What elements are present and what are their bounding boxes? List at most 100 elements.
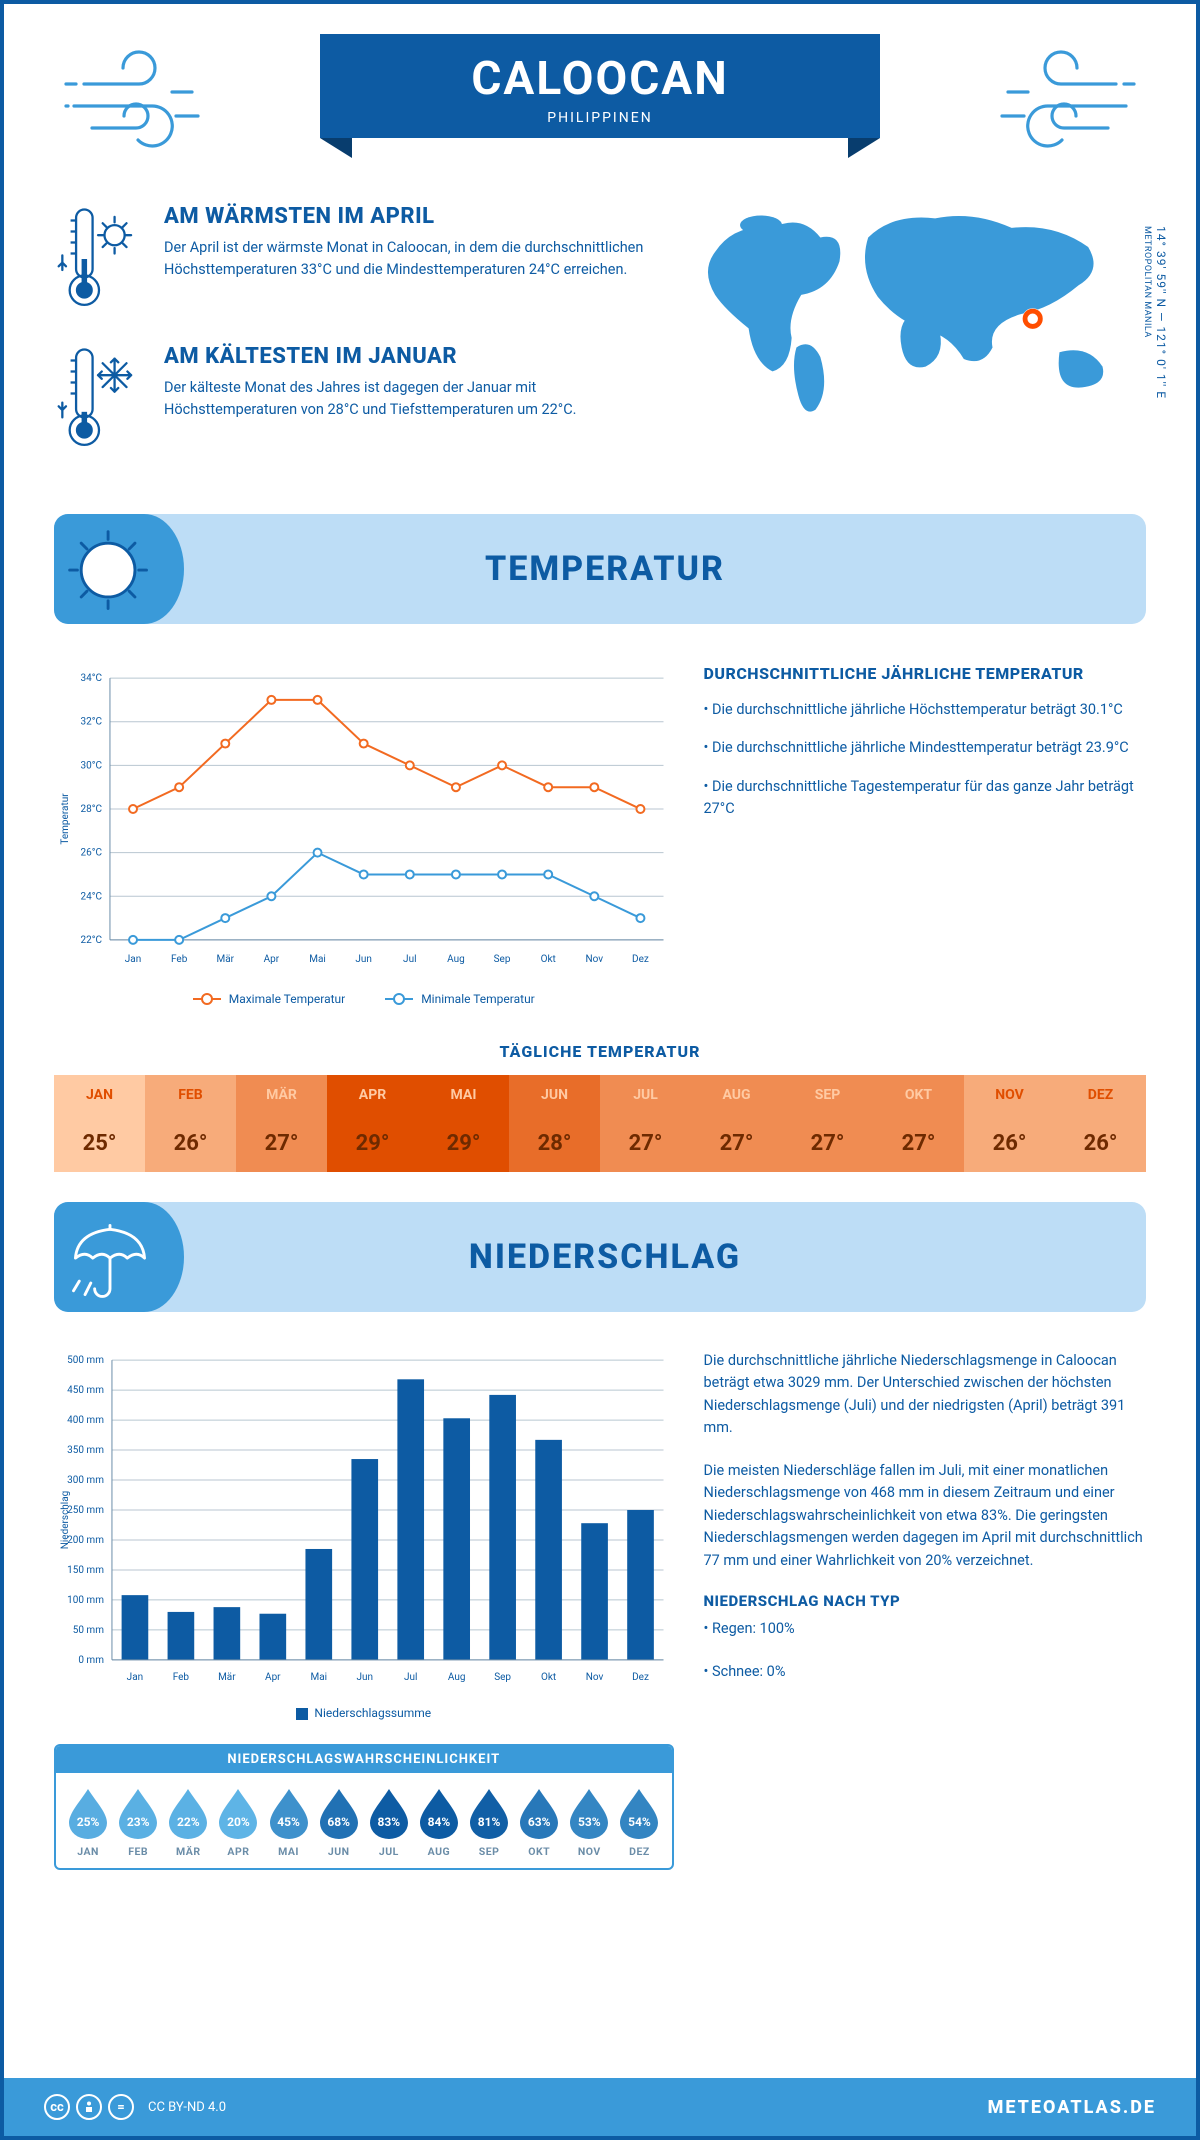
svg-text:Apr: Apr <box>265 1672 281 1683</box>
svg-text:30°C: 30°C <box>81 760 103 771</box>
svg-text:Dez: Dez <box>632 954 649 965</box>
daily-temp-cell: 25° <box>54 1115 145 1172</box>
precipitation-bar-chart: 0 mm50 mm100 mm150 mm200 mm250 mm300 mm3… <box>54 1350 674 1690</box>
precip-prob-drop: 53%NOV <box>565 1787 613 1858</box>
wind-icon <box>64 44 204 154</box>
svg-text:Jun: Jun <box>356 1672 373 1683</box>
svg-text:300 mm: 300 mm <box>67 1475 104 1486</box>
temp-bullet-1: • Die durchschnittliche jährliche Mindes… <box>704 737 1147 759</box>
brand-logo: METEOATLAS.DE <box>988 2097 1156 2118</box>
daily-month-header: MAI <box>418 1075 509 1115</box>
svg-text:Mai: Mai <box>310 1672 327 1683</box>
fact-warm-text: Der April ist der wärmste Monat in Caloo… <box>164 237 646 281</box>
precip-type-heading: NIEDERSCHLAG NACH TYP <box>704 1592 1147 1610</box>
fact-cold-title: AM KÄLTESTEN IM JANUAR <box>164 344 646 369</box>
svg-text:Mär: Mär <box>218 1672 236 1683</box>
fact-warmest: AM WÄRMSTEN IM APRIL Der April ist der w… <box>54 204 646 314</box>
sun-icon <box>62 524 158 620</box>
precip-prob-drop: 68%JUN <box>315 1787 363 1858</box>
thermometer-snow-icon <box>54 344 144 454</box>
world-map <box>686 204 1146 424</box>
section-precip-header: NIEDERSCHLAG <box>54 1202 1146 1312</box>
precip-type-0: • Regen: 100% <box>704 1618 1147 1640</box>
umbrella-icon <box>62 1212 158 1308</box>
svg-text:400 mm: 400 mm <box>67 1415 104 1426</box>
svg-text:250 mm: 250 mm <box>67 1505 104 1516</box>
precip-prob-drop: 63%OKT <box>515 1787 563 1858</box>
svg-text:Sep: Sep <box>494 954 511 965</box>
daily-month-header: APR <box>327 1075 418 1115</box>
daily-temp-cell: 28° <box>509 1115 600 1172</box>
fact-warm-title: AM WÄRMSTEN IM APRIL <box>164 204 646 229</box>
svg-text:350 mm: 350 mm <box>67 1445 104 1456</box>
coordinates: 14° 39' 59'' N — 121° 0' 1'' E METROPOLI… <box>1140 226 1168 399</box>
daily-temp-table: JANFEBMÄRAPRMAIJUNJULAUGSEPOKTNOVDEZ25°2… <box>54 1075 1146 1172</box>
precip-prob-drop: 83%JUL <box>365 1787 413 1858</box>
svg-text:28°C: 28°C <box>81 804 103 815</box>
country-name: PHILIPPINEN <box>440 110 760 126</box>
city-name: CALOOCAN <box>440 52 760 106</box>
svg-text:150 mm: 150 mm <box>67 1565 104 1576</box>
svg-text:26°C: 26°C <box>81 848 103 859</box>
svg-text:Aug: Aug <box>448 1672 466 1683</box>
svg-text:Nov: Nov <box>586 954 604 965</box>
daily-temp-cell: 26° <box>145 1115 236 1172</box>
daily-temp-cell: 29° <box>418 1115 509 1172</box>
daily-month-header: MÄR <box>236 1075 327 1115</box>
temp-text-heading: DURCHSCHNITTLICHE JÄHRLICHE TEMPERATUR <box>704 664 1147 683</box>
svg-text:500 mm: 500 mm <box>67 1355 104 1366</box>
license-icons: cc = <box>44 2094 134 2120</box>
svg-text:Jun: Jun <box>355 954 372 965</box>
svg-text:34°C: 34°C <box>81 673 103 684</box>
license-text: CC BY-ND 4.0 <box>148 2100 226 2115</box>
daily-temp-cell: 27° <box>691 1115 782 1172</box>
precip-prob-drop: 25%JAN <box>64 1787 112 1858</box>
wind-icon <box>996 44 1136 154</box>
precip-legend: Niederschlagssumme <box>54 1706 674 1720</box>
svg-text:Niederschlag: Niederschlag <box>60 1491 71 1550</box>
svg-text:32°C: 32°C <box>81 717 103 728</box>
nd-icon: = <box>108 2094 134 2120</box>
page-footer: cc = CC BY-ND 4.0 METEOATLAS.DE <box>4 2078 1196 2136</box>
svg-text:Jul: Jul <box>403 954 416 965</box>
precip-para-1: Die durchschnittliche jährliche Niedersc… <box>704 1350 1147 1440</box>
svg-text:22°C: 22°C <box>81 935 103 946</box>
svg-text:Mär: Mär <box>217 954 235 965</box>
precip-prob-drop: 45%MAI <box>265 1787 313 1858</box>
temp-legend: Maximale Temperatur Minimale Temperatur <box>54 992 674 1006</box>
precip-prob-drop: 22%MÄR <box>164 1787 212 1858</box>
precip-prob-drop: 20%APR <box>214 1787 262 1858</box>
svg-text:Apr: Apr <box>264 954 280 965</box>
svg-text:24°C: 24°C <box>81 891 103 902</box>
svg-text:0 mm: 0 mm <box>78 1655 104 1666</box>
precip-prob-drop: 84%AUG <box>415 1787 463 1858</box>
daily-temp-cell: 27° <box>600 1115 691 1172</box>
by-icon <box>76 2094 102 2120</box>
fact-cold-text: Der kälteste Monat des Jahres ist dagege… <box>164 377 646 421</box>
svg-text:Feb: Feb <box>171 954 188 965</box>
svg-text:100 mm: 100 mm <box>67 1595 104 1606</box>
svg-text:Feb: Feb <box>173 1672 190 1683</box>
daily-month-header: NOV <box>964 1075 1055 1115</box>
daily-temp-cell: 27° <box>236 1115 327 1172</box>
svg-text:Temperatur: Temperatur <box>60 793 71 845</box>
temperature-line-chart: 22°C24°C26°C28°C30°C32°C34°CTemperaturJa… <box>54 664 674 974</box>
daily-month-header: DEZ <box>1055 1075 1146 1115</box>
svg-text:450 mm: 450 mm <box>67 1385 104 1396</box>
svg-text:Mai: Mai <box>309 954 326 965</box>
daily-month-header: JUL <box>600 1075 691 1115</box>
precip-prob-drop: 81%SEP <box>465 1787 513 1858</box>
temp-bullet-2: • Die durchschnittliche Tagestemperatur … <box>704 776 1147 821</box>
svg-text:Okt: Okt <box>541 954 556 965</box>
svg-text:Dez: Dez <box>632 1672 649 1683</box>
temp-bullet-0: • Die durchschnittliche jährliche Höchst… <box>704 699 1147 721</box>
daily-temp-cell: 26° <box>964 1115 1055 1172</box>
fact-coldest: AM KÄLTESTEN IM JANUAR Der kälteste Mona… <box>54 344 646 454</box>
svg-text:Sep: Sep <box>494 1672 511 1683</box>
section-title-precip: NIEDERSCHLAG <box>184 1237 1146 1277</box>
daily-month-header: OKT <box>873 1075 964 1115</box>
daily-temp-title: TÄGLICHE TEMPERATUR <box>54 1042 1146 1061</box>
section-temperature-header: TEMPERATUR <box>54 514 1146 624</box>
cc-icon: cc <box>44 2094 70 2120</box>
svg-text:50 mm: 50 mm <box>73 1625 104 1636</box>
